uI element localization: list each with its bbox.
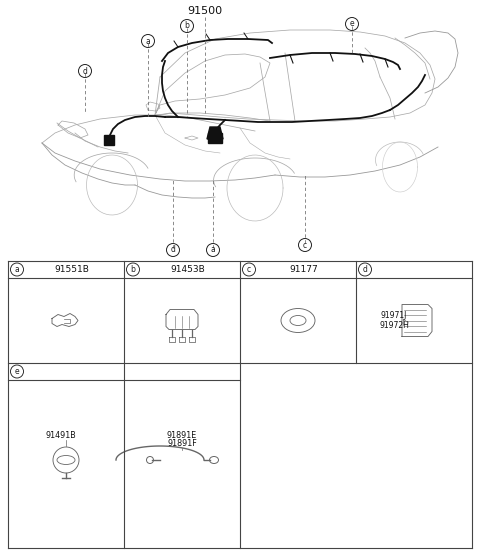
Text: 91491B: 91491B: [46, 431, 76, 441]
Text: a: a: [145, 36, 150, 45]
Text: 91891E: 91891E: [167, 431, 197, 441]
Text: e: e: [350, 19, 354, 29]
Text: 91177: 91177: [289, 265, 318, 274]
Text: c: c: [247, 265, 251, 274]
Text: d: d: [362, 265, 367, 274]
Text: a: a: [211, 246, 216, 254]
Polygon shape: [208, 133, 222, 143]
Text: d: d: [170, 246, 175, 254]
Text: 91453B: 91453B: [170, 265, 205, 274]
Polygon shape: [104, 135, 114, 145]
Text: 91500: 91500: [187, 6, 223, 16]
Text: e: e: [15, 367, 19, 376]
Text: 91891F: 91891F: [167, 440, 197, 448]
Text: 91971J: 91971J: [381, 311, 407, 320]
Text: b: b: [185, 22, 190, 30]
Polygon shape: [207, 127, 223, 139]
Text: d: d: [83, 66, 87, 76]
Text: c: c: [303, 241, 307, 249]
Text: 91551B: 91551B: [55, 265, 89, 274]
Text: 91972H: 91972H: [379, 321, 409, 330]
Text: a: a: [14, 265, 19, 274]
Text: b: b: [131, 265, 135, 274]
